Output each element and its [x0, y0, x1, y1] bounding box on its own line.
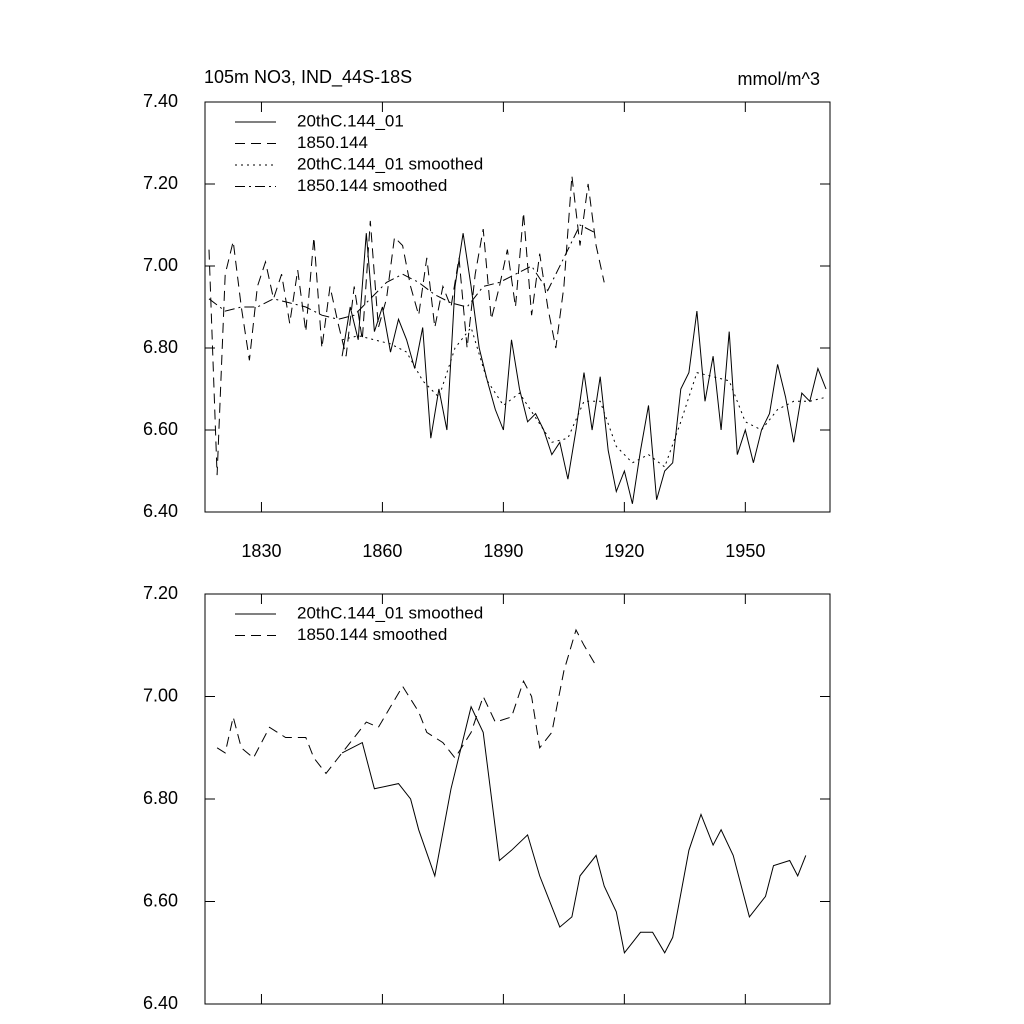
legend-label: 20thC.144_01 smoothed	[297, 154, 483, 173]
x-tick-label: 1830	[241, 541, 281, 561]
legend-label: 1850.144 smoothed	[297, 176, 447, 195]
series-line	[208, 175, 605, 476]
x-tick-label: 1920	[604, 541, 644, 561]
series-line	[341, 705, 807, 954]
chart-title: 105m NO3, IND_44S-18S	[204, 67, 412, 88]
y-tick-label: 6.80	[143, 337, 178, 357]
plot-frame	[204, 101, 831, 513]
y-tick-label: 6.60	[143, 890, 178, 910]
series-line	[208, 224, 597, 320]
series-line	[341, 326, 827, 468]
legend-label: 20thC.144_01	[297, 111, 404, 130]
legend-label: 1850.144	[297, 133, 368, 152]
y-tick-label: 6.60	[143, 419, 178, 439]
y-tick-label: 7.40	[143, 91, 178, 111]
x-tick-label: 1860	[362, 541, 402, 561]
x-tick-label: 1950	[725, 541, 765, 561]
x-tick-label: 1890	[483, 541, 523, 561]
legend-label: 20thC.144_01 smoothed	[297, 603, 483, 622]
y-tick-label: 7.00	[143, 255, 178, 275]
y-tick-label: 7.20	[143, 583, 178, 603]
series-line	[216, 628, 597, 775]
y-tick-label: 6.80	[143, 788, 178, 808]
series-line	[341, 233, 827, 504]
units-label: mmol/m^3	[738, 69, 820, 89]
y-tick-label: 7.20	[143, 173, 178, 193]
y-tick-label: 7.00	[143, 685, 178, 705]
y-tick-label: 6.40	[143, 501, 178, 521]
legend-label: 1850.144 smoothed	[297, 625, 447, 644]
plot-frame	[204, 593, 831, 1005]
y-tick-label: 6.40	[143, 993, 178, 1013]
